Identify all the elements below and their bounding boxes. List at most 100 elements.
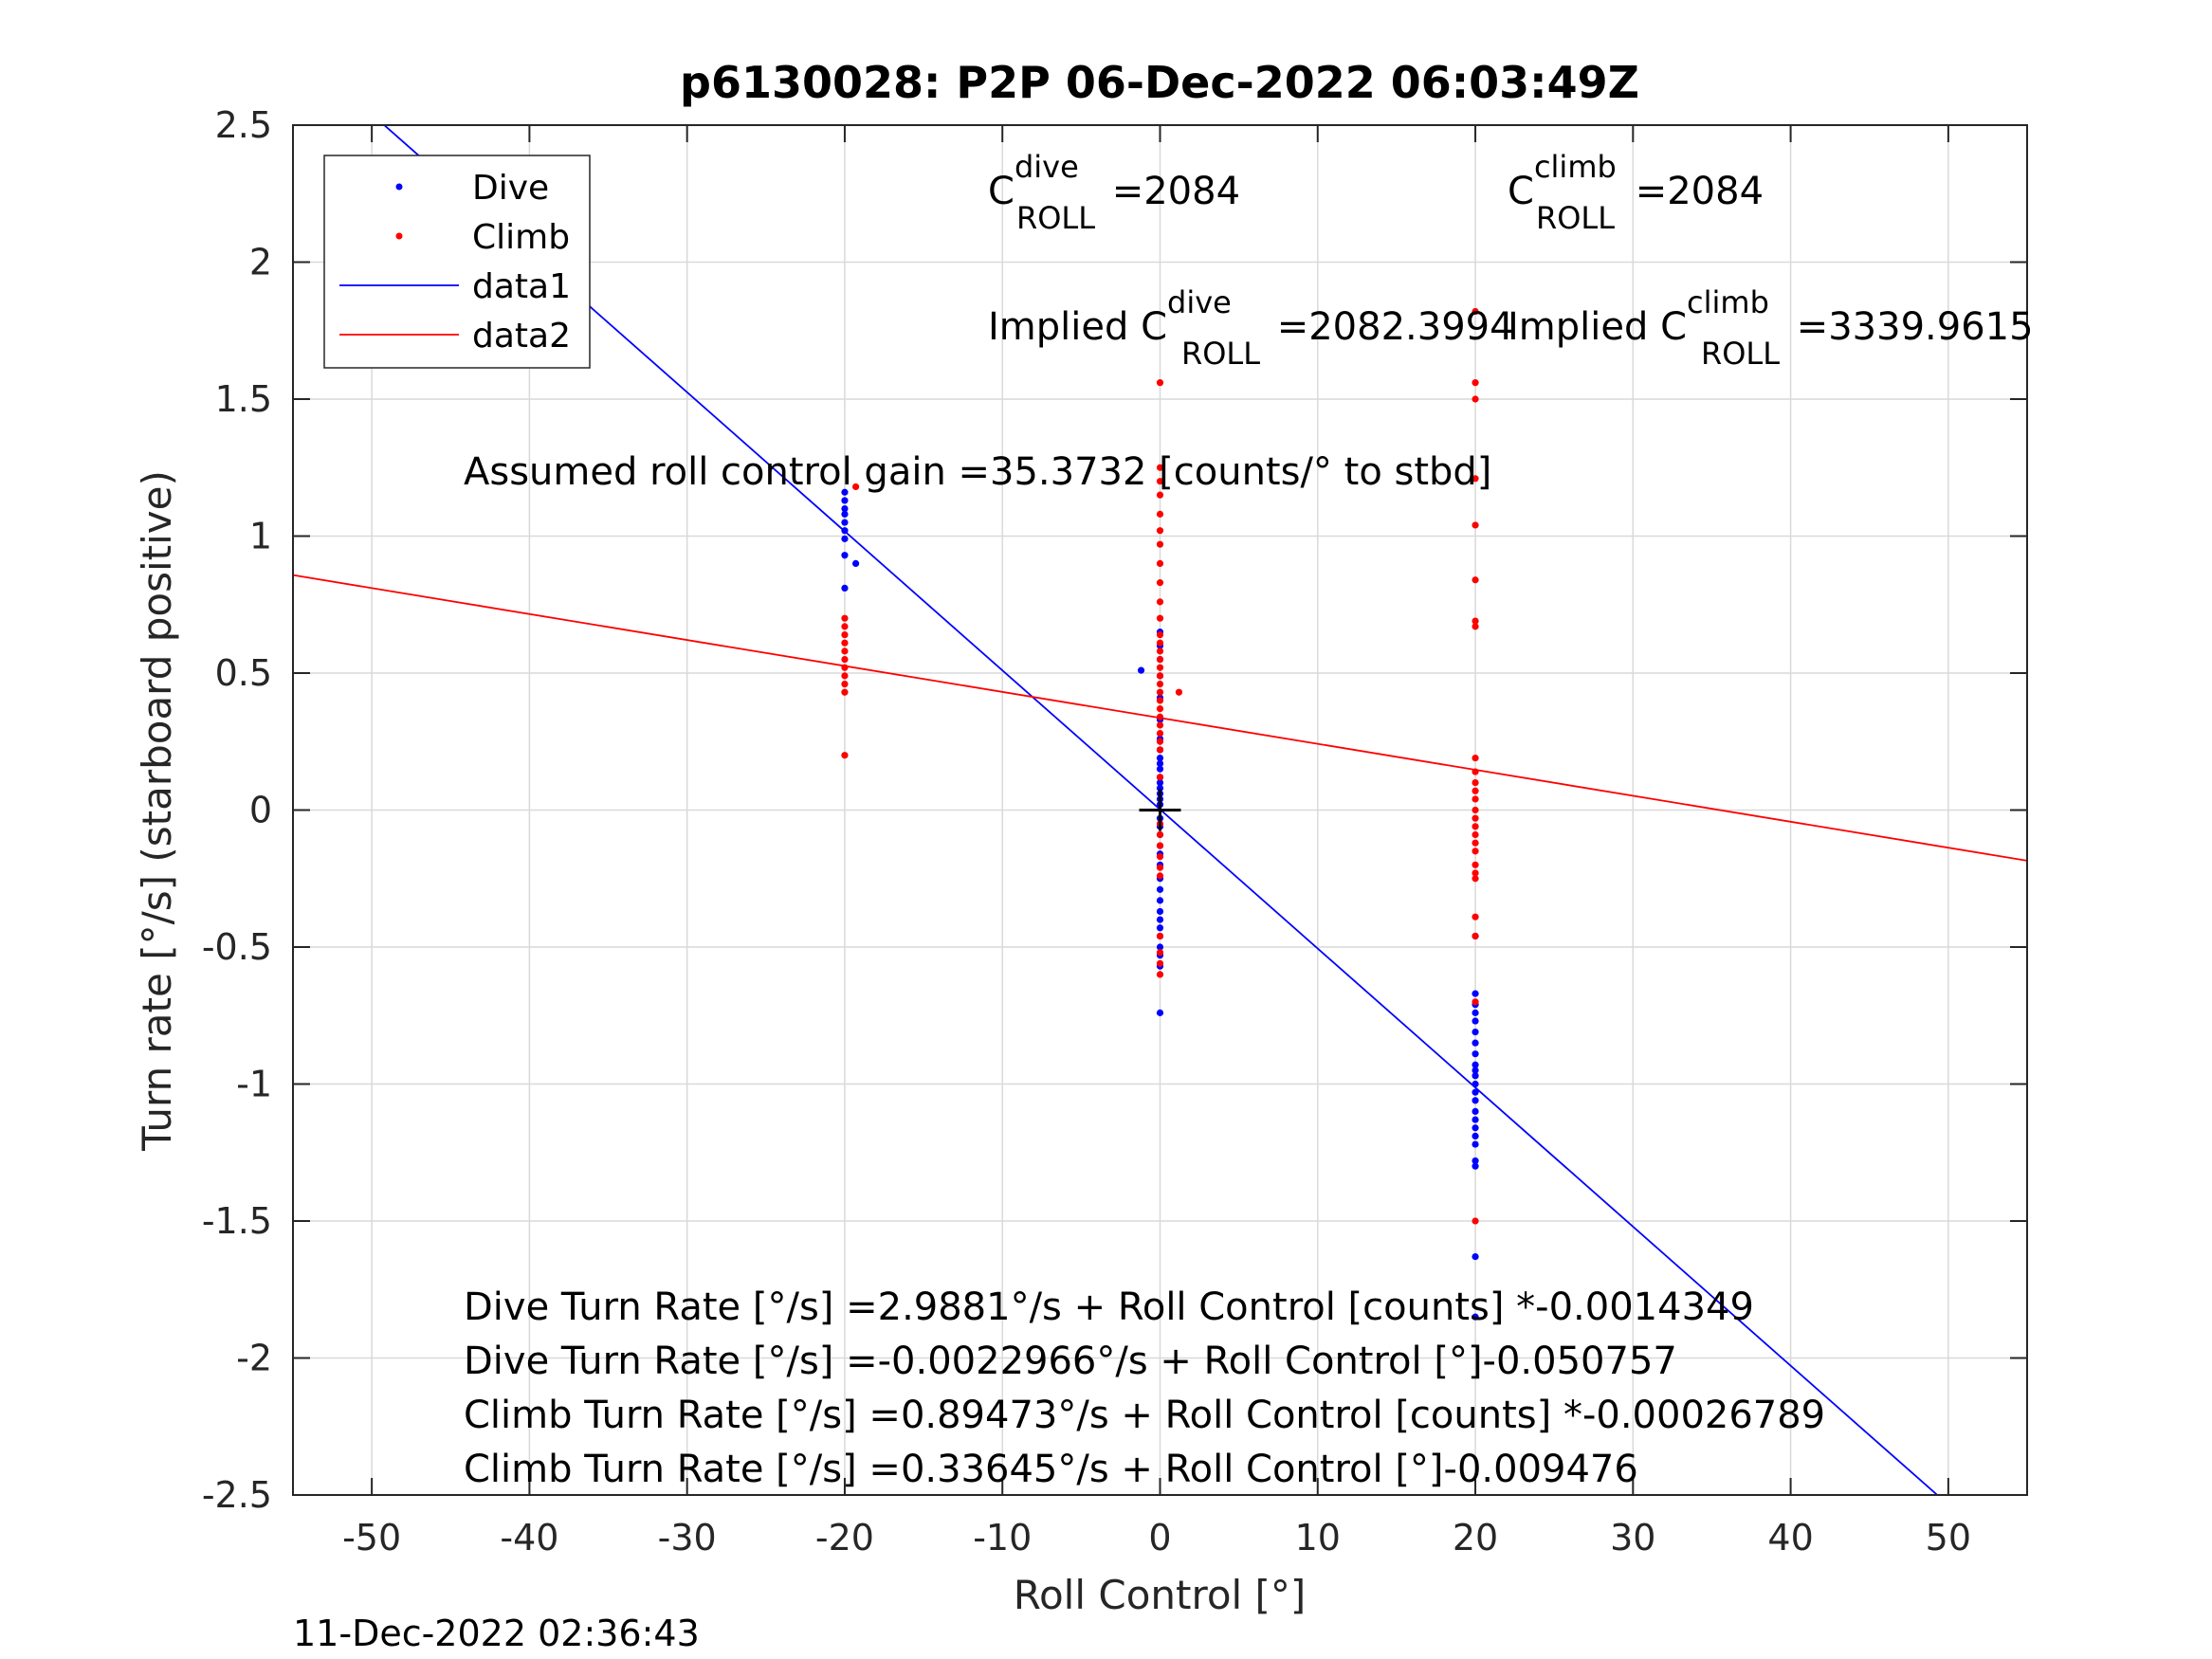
dive-point: [1472, 1132, 1479, 1140]
x-tick-label: 0: [1148, 1517, 1171, 1559]
climb-point: [1156, 540, 1164, 548]
dive-point: [841, 552, 849, 559]
climb-point: [841, 672, 849, 680]
y-tick-label: 2.5: [215, 104, 272, 146]
dive-point: [1472, 1162, 1479, 1170]
climb-point: [1156, 697, 1164, 704]
dive-point: [1472, 1097, 1479, 1104]
dive-point: [1156, 924, 1164, 932]
dive-point: [1472, 1080, 1479, 1088]
implied-dive-annotation: Implied Cdive ROLL =2082.3994: [988, 284, 1514, 372]
dive-point: [1472, 990, 1479, 997]
dive-point: [1472, 1252, 1479, 1261]
dive-point: [1472, 1088, 1479, 1096]
dive-point: [1156, 1009, 1164, 1016]
climb-point: [1156, 598, 1164, 606]
dive-point: [841, 584, 849, 592]
climb-point: [841, 647, 849, 655]
climb-point: [1156, 655, 1164, 664]
climb-point: [1472, 475, 1479, 483]
y-tick-label: 2: [249, 242, 272, 283]
climb-point: [1156, 959, 1164, 967]
climb-point: [1472, 787, 1479, 794]
climb-point: [1472, 521, 1479, 529]
climb-point: [1472, 623, 1479, 630]
climb-point: [1472, 307, 1479, 316]
dive-point: [1156, 784, 1164, 792]
climb-point: [1472, 617, 1479, 625]
climb-point: [1472, 861, 1479, 868]
climb-point: [1156, 746, 1164, 754]
climb-point: [841, 688, 849, 696]
climb-point: [1472, 913, 1479, 921]
dive-point: [1156, 765, 1164, 773]
y-tick-label: -2.5: [202, 1474, 272, 1516]
c-climb-annotation: Cclimb ROLL =2084: [1508, 149, 1764, 236]
dive-point: [1156, 916, 1164, 923]
climb-point: [1156, 853, 1164, 861]
climb-point: [1156, 464, 1164, 471]
climb-point: [1156, 510, 1164, 518]
climb-point: [1472, 806, 1479, 814]
climb-point: [1472, 932, 1479, 940]
dive-point: [841, 527, 849, 535]
climb-point: [1472, 839, 1479, 847]
dive-point: [841, 505, 849, 513]
climb-point: [841, 680, 849, 688]
dive-point: [1472, 1116, 1479, 1123]
x-tick-label: -10: [973, 1517, 1032, 1559]
climb-point: [1156, 559, 1164, 568]
legend-dive-swatch: [395, 183, 403, 191]
y-tick-label: 1.5: [215, 378, 272, 420]
climb-point: [1472, 754, 1479, 762]
climb-point: [1472, 869, 1479, 877]
climb-point: [1156, 672, 1164, 680]
climb-point: [1472, 768, 1479, 775]
climb-point: [1472, 848, 1479, 855]
climb-point: [1156, 872, 1164, 880]
dive-point: [851, 559, 860, 568]
climb-point: [1175, 688, 1183, 696]
climb-point: [1156, 614, 1164, 622]
y-tick-label: -1: [236, 1064, 272, 1105]
dive-point: [1156, 885, 1164, 893]
dive-point: [1472, 1017, 1479, 1025]
climb-equation-degrees: Climb Turn Rate [°/s] =0.33645°/s + Roll…: [464, 1448, 1638, 1491]
climb-point: [841, 623, 849, 630]
y-axis-label: Turn rate [°/s] (starboard positive): [134, 470, 180, 1152]
y-tick-label: -0.5: [202, 926, 272, 968]
dive-point: [841, 488, 849, 496]
y-tick-label: -1.5: [202, 1200, 272, 1242]
climb-point: [1156, 713, 1164, 720]
climb-point: [1156, 478, 1164, 485]
x-tick-label: 20: [1453, 1517, 1498, 1559]
climb-point: [1156, 630, 1164, 639]
climb-point: [841, 664, 849, 671]
chart-title: p6130028: P2P 06-Dec-2022 06:03:49Z: [680, 57, 1639, 108]
dive-point: [1472, 1124, 1479, 1132]
climb-point: [1156, 971, 1164, 978]
dive-point: [1472, 1039, 1479, 1047]
dive-point: [1156, 759, 1164, 767]
climb-point: [1156, 639, 1164, 647]
origin-marker: [1139, 789, 1181, 831]
climb-point: [1156, 680, 1164, 688]
climb-point: [1472, 1217, 1479, 1225]
climb-point: [1156, 774, 1164, 781]
climb-point: [1156, 842, 1164, 849]
climb-point: [1472, 379, 1479, 387]
dive-point: [841, 519, 849, 526]
x-axis-label: Roll Control [°]: [1014, 1572, 1307, 1618]
climb-point: [1156, 864, 1164, 871]
climb-point: [1472, 830, 1479, 839]
implied-climb-annotation: Implied Cclimb ROLL =3339.9615: [1508, 284, 2034, 372]
dive-equation-counts: Dive Turn Rate [°/s] =2.9881°/s + Roll C…: [464, 1285, 1754, 1329]
dive-point: [1156, 754, 1164, 762]
c-dive-annotation: Cdive ROLL =2084: [988, 149, 1240, 236]
climb-point: [841, 655, 849, 664]
climb-point: [841, 752, 849, 759]
climb-point: [1472, 779, 1479, 787]
dive-point: [841, 497, 849, 504]
y-tick-labels: 2.5 2 1.5 1 0.5 0 -0.5 -1 -1.5 -2 -2.5: [202, 104, 272, 1516]
dive-point: [841, 535, 849, 542]
